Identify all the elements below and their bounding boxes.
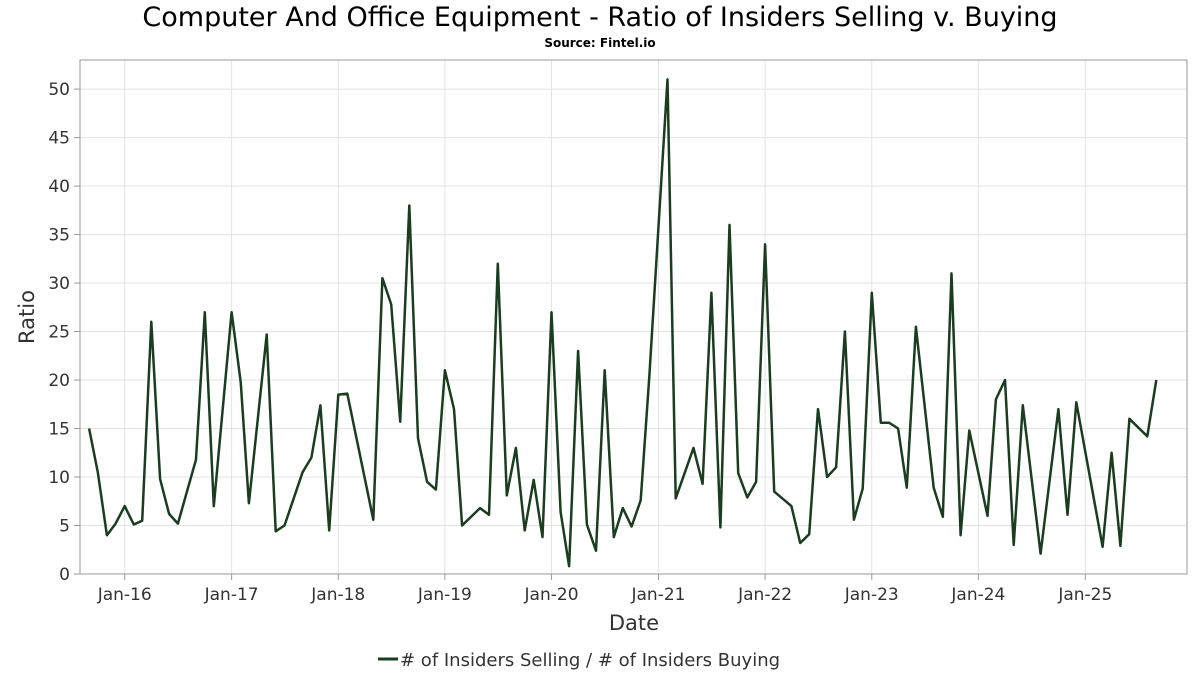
x-tick-label: Jan-20 [524,585,579,605]
y-tick-label: 15 [48,420,70,440]
grid [80,60,1187,575]
legend-label: # of Insiders Selling / # of Insiders Bu… [400,650,780,671]
y-tick-label: 5 [59,517,70,537]
y-tick-label: 45 [48,129,70,149]
y-tick-label: 30 [48,274,70,294]
y-tick-label: 35 [48,226,70,246]
x-tick-label: Jan-25 [1057,585,1112,605]
x-axis-title: Date [609,611,659,635]
x-tick-label: Jan-21 [630,585,685,605]
x-tick-label: Jan-19 [417,585,472,605]
x-tick-label: Jan-24 [950,585,1005,605]
x-tick-label: Jan-23 [844,585,899,605]
y-tick-label: 10 [48,468,70,488]
y-tick-label: 25 [48,323,70,343]
x-tick-label: Jan-18 [310,585,365,605]
y-axis-title: Ratio [15,290,39,344]
chart-title: Computer And Office Equipment - Ratio of… [142,2,1058,33]
chart-subtitle: Source: Fintel.io [544,36,656,50]
y-tick-label: 40 [48,177,70,197]
x-axis-ticks: Jan-16 Jan-17 Jan-18 Jan-19 Jan-20 Jan-21 Jan-… [97,574,1112,605]
series [87,78,1158,568]
x-tick-label: Jan-22 [737,585,792,605]
y-axis-ticks: 0 5 10 15 20 25 30 35 40 45 50 [48,80,80,585]
x-tick-label: Jan-17 [204,585,259,605]
legend: # of Insiders Selling / # of Insiders Bu… [378,650,780,671]
x-tick-label: Jan-16 [97,585,152,605]
plot-area-border [79,59,1188,575]
y-tick-label: 50 [48,80,70,100]
y-tick-label: 20 [48,371,70,391]
series-line [87,78,1158,568]
y-tick-label: 0 [59,565,70,585]
